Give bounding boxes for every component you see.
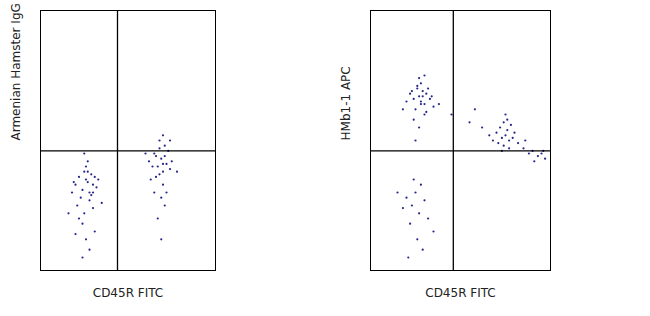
svg-text:CD45R FITC: CD45R FITC (93, 286, 164, 300)
svg-text:Armenian Hamster IgG APC: Armenian Hamster IgG APC (9, 0, 23, 141)
svg-text:HMb1-1 APC: HMb1-1 APC (339, 66, 353, 140)
svg-text:CD45R FITC: CD45R FITC (425, 286, 496, 300)
